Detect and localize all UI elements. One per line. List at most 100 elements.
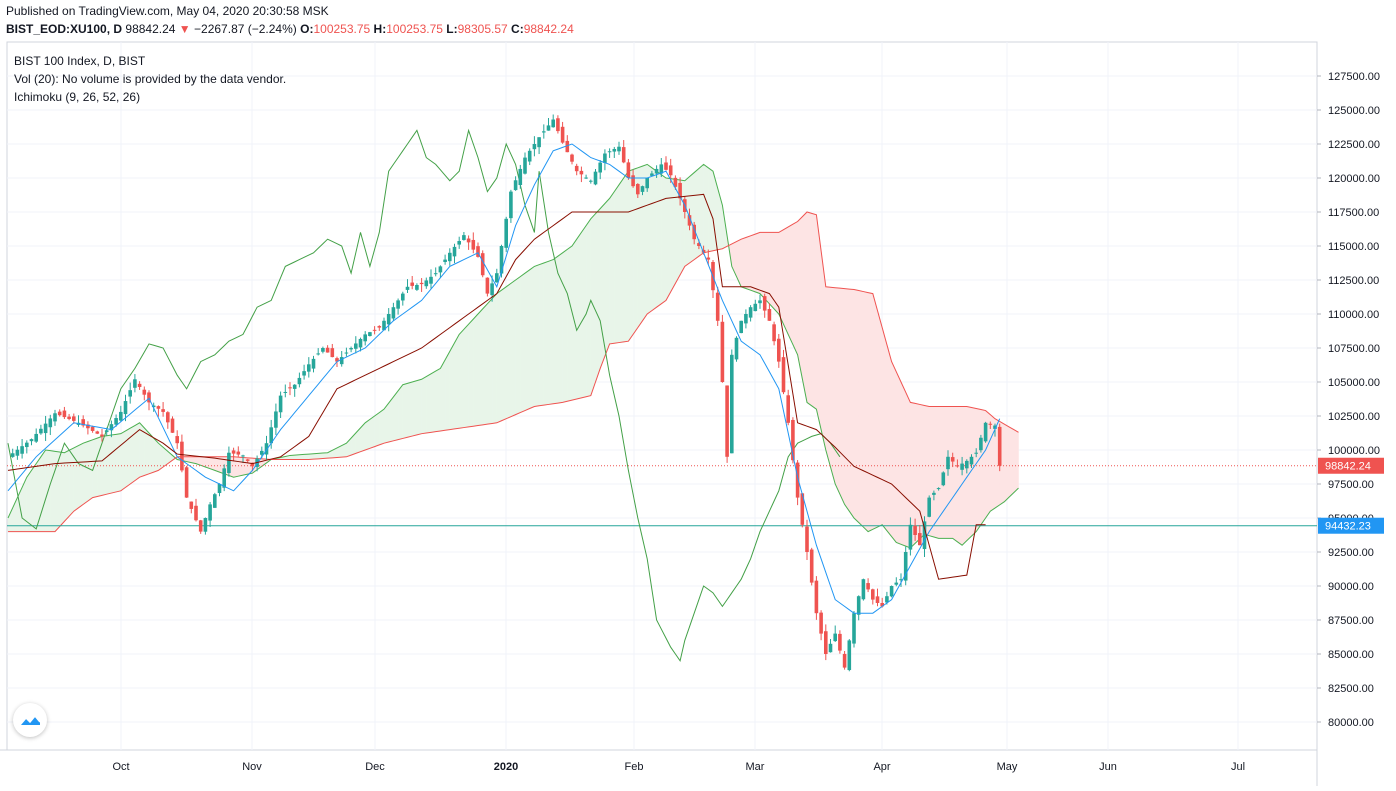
cloud-segment — [379, 408, 385, 446]
candle-body — [880, 602, 884, 607]
candle-body — [391, 307, 396, 319]
y-tick-label: 92500.00 — [1328, 547, 1374, 559]
candle-body — [499, 246, 504, 274]
y-tick-label: 112500.00 — [1328, 275, 1379, 287]
candle-body — [90, 426, 95, 431]
candle-body — [589, 180, 593, 182]
candle-body — [894, 582, 899, 585]
candle-body — [762, 296, 767, 311]
candle-body — [687, 215, 692, 226]
y-tick-label: 80000.00 — [1328, 717, 1374, 729]
candle-body — [222, 468, 226, 488]
candle-body — [574, 165, 579, 172]
candle-body — [697, 243, 701, 246]
y-tick-label: 107500.00 — [1328, 343, 1380, 355]
candle-body — [640, 186, 645, 192]
candle-body — [20, 446, 24, 454]
candle-body — [264, 443, 269, 455]
cloud-segment — [877, 310, 883, 528]
cloud-segment — [209, 456, 216, 471]
candle-body — [194, 505, 198, 521]
open-value: 100253.75 — [313, 22, 371, 36]
x-tick-label: Dec — [365, 761, 385, 773]
candle-body — [673, 177, 678, 187]
candle-body — [339, 357, 344, 365]
cloud-segment — [957, 406, 963, 546]
candle-body — [527, 150, 532, 162]
cloud-segment — [665, 177, 671, 301]
y-tick-label: 110000.00 — [1328, 309, 1379, 321]
candle-body — [579, 170, 584, 175]
candle-body — [156, 406, 161, 409]
cloud-segment — [900, 381, 906, 547]
cloud-segment — [458, 328, 465, 429]
cloud-segment — [905, 392, 911, 549]
cloud-segment — [891, 361, 897, 544]
cloud-segment — [416, 378, 422, 436]
candle-body — [57, 411, 62, 416]
cloud-segment — [806, 211, 812, 407]
candle-body — [513, 180, 518, 191]
cloud-segment — [421, 376, 427, 434]
cloud-segment — [482, 303, 488, 426]
low-label: L: — [446, 22, 458, 36]
tradingview-logo-icon[interactable] — [13, 703, 47, 737]
cloud-segment — [308, 453, 314, 460]
candle-body — [795, 462, 800, 498]
candle-body — [786, 395, 790, 423]
ohlc-bar: BIST_EOD:XU100, D 98842.24 ▼ −2267.87 (−… — [6, 22, 574, 36]
candle-body — [344, 352, 349, 354]
y-tick-label: 120000.00 — [1328, 173, 1380, 185]
candle-body — [39, 428, 43, 434]
cloud-segment — [740, 237, 747, 289]
candle-body — [819, 612, 823, 634]
candle-body — [236, 451, 241, 455]
candle-body — [241, 455, 245, 457]
candle-body — [537, 137, 541, 148]
cloud-segment — [444, 351, 451, 431]
candle-body — [100, 434, 104, 437]
candle-body — [842, 653, 847, 668]
candle-body — [847, 640, 852, 671]
candle-body — [631, 175, 635, 187]
legend-title[interactable]: BIST 100 Index, D, BIST — [14, 54, 146, 68]
candle-body — [415, 284, 419, 290]
candle-body — [701, 249, 706, 253]
candle-body — [974, 452, 978, 454]
cloud-segment — [463, 323, 469, 428]
y-tick-label: 125000.00 — [1328, 105, 1380, 117]
cloud-segment — [374, 412, 380, 447]
candle-body — [151, 405, 156, 408]
candle-body — [509, 191, 513, 219]
cloud-segment — [830, 286, 836, 485]
cloud-segment — [792, 221, 798, 355]
symbol-label: BIST_EOD:XU100, D — [6, 22, 123, 36]
candle-body — [903, 552, 908, 581]
level-badge — [1318, 517, 1384, 534]
candle-body — [198, 520, 203, 532]
candle-body — [560, 126, 565, 143]
candle-body — [960, 463, 964, 470]
legend-volume[interactable]: Vol (20): No volume is provided by the d… — [14, 72, 287, 86]
candle-body — [518, 168, 523, 186]
candle-body — [208, 504, 212, 521]
cloud-segment — [529, 265, 535, 409]
senkou-span-a-line — [7, 163, 1019, 549]
cloud-segment — [651, 167, 657, 312]
candle-body — [368, 332, 372, 337]
candle-body — [969, 456, 974, 465]
candle-body — [349, 348, 353, 350]
candle-body — [311, 358, 316, 369]
cloud-segment — [858, 290, 864, 528]
plot-frame — [6, 41, 1318, 751]
candle-body — [443, 259, 447, 263]
candle-body — [166, 412, 170, 423]
candle-body — [993, 425, 997, 429]
cloud-segment — [426, 373, 432, 434]
candle-body — [805, 526, 809, 552]
legend-ichimoku[interactable]: Ichimoku (9, 26, 52, 26) — [14, 90, 141, 104]
cloud-segment — [454, 334, 460, 430]
candle-body — [316, 353, 320, 355]
